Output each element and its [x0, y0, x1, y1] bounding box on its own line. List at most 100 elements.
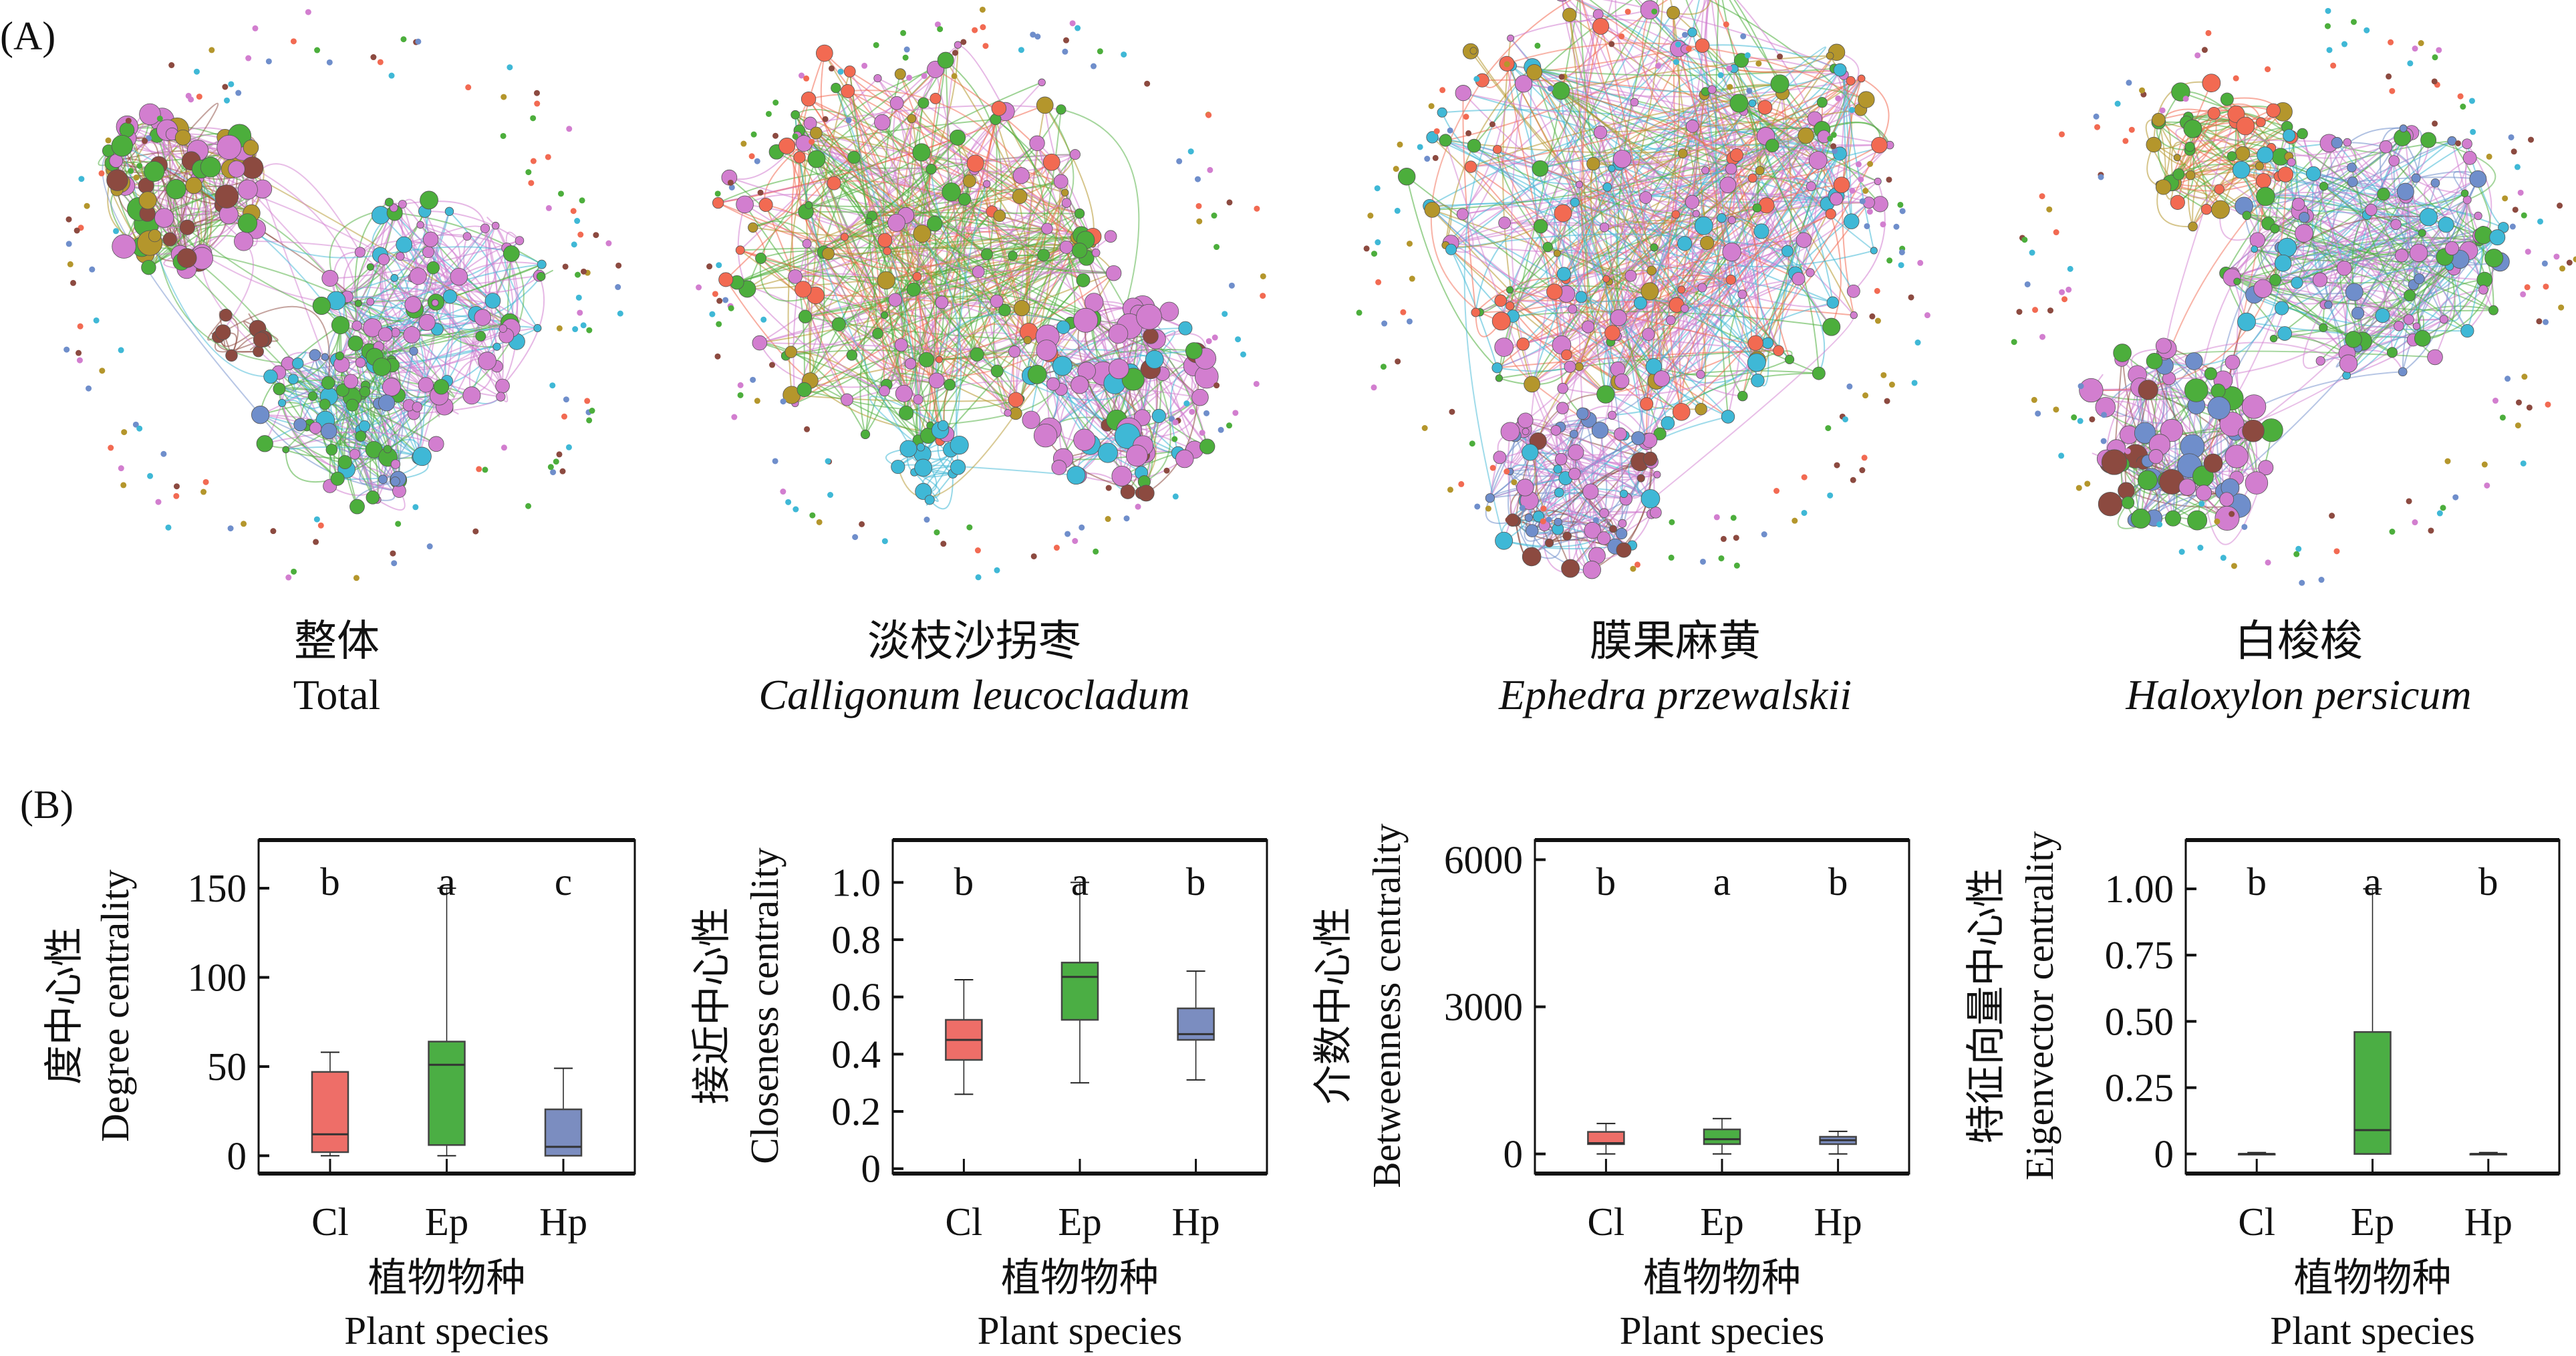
isolated-node — [1371, 384, 1377, 391]
network-node — [1634, 296, 1647, 310]
network-node — [1677, 236, 1693, 251]
isolated-node — [1505, 517, 1512, 523]
network-node — [899, 405, 914, 420]
isolated-node — [580, 322, 587, 329]
network-edge — [805, 211, 1114, 274]
network-edge — [1538, 433, 1621, 517]
network-node — [874, 114, 891, 131]
isolated-node — [1367, 213, 1374, 219]
network-node — [495, 378, 510, 394]
network-node — [877, 233, 893, 248]
isolated-node — [1030, 31, 1036, 38]
network-node — [351, 320, 362, 331]
network-node — [1120, 484, 1135, 499]
network-node — [1607, 410, 1617, 420]
network-node — [1672, 402, 1691, 421]
network-node — [292, 358, 304, 370]
network-graphs — [63, 0, 2576, 586]
network-node — [1816, 97, 1828, 108]
network-edge — [1853, 181, 1886, 292]
isolated-node — [2299, 579, 2305, 586]
isolated-node — [731, 414, 738, 420]
box-ep — [1703, 1128, 1741, 1145]
network-edge — [2322, 265, 2450, 328]
network-graph — [1356, 0, 1930, 579]
network-node — [433, 379, 450, 395]
network-node — [755, 252, 767, 264]
isolated-node — [1651, 8, 1658, 15]
network-node — [1108, 323, 1129, 344]
network-node — [950, 459, 966, 475]
network-node — [390, 274, 399, 282]
network-node — [1806, 268, 1815, 277]
isolated-node — [2318, 577, 2325, 583]
network-node — [2312, 272, 2328, 287]
isolated-node — [1859, 198, 1866, 205]
isolated-node — [1235, 336, 1242, 343]
significance-letter: b — [1186, 859, 1206, 904]
network-node — [1568, 304, 1578, 314]
network-node — [2233, 277, 2241, 285]
network-edge — [1450, 249, 1669, 424]
isolated-node — [837, 68, 844, 75]
network-edge — [1499, 366, 1571, 386]
network-node — [2414, 273, 2425, 285]
network-node — [1850, 311, 1858, 319]
network-edge — [2158, 119, 2264, 182]
network-node — [1557, 382, 1568, 394]
network-edge — [2170, 168, 2264, 184]
isolated-node — [1830, 143, 1837, 150]
network-node — [2275, 301, 2289, 315]
network-node — [371, 206, 390, 225]
network-node — [841, 393, 853, 406]
network-edge — [843, 237, 948, 435]
network-edge — [2319, 181, 2353, 280]
isolated-node — [2499, 414, 2506, 421]
isolated-node — [2508, 134, 2515, 140]
isolated-node — [1830, 132, 1837, 138]
isolated-node — [1447, 487, 1453, 493]
isolated-node — [142, 138, 148, 144]
isolated-node — [291, 568, 297, 575]
isolated-node — [2205, 29, 2212, 36]
significance-letter: b — [320, 859, 340, 904]
isolated-node — [921, 73, 927, 80]
network-node — [1833, 63, 1847, 77]
network-node — [2462, 138, 2472, 150]
isolated-node — [615, 284, 621, 291]
isolated-node — [2124, 448, 2131, 454]
network-edge — [930, 168, 1128, 437]
network-node — [2184, 378, 2208, 402]
network-edge — [804, 389, 1022, 412]
isolated-node — [200, 489, 207, 495]
boxplot-panel: 0 3000 6000 b Cl a Ep b Hp 植物物种 Plant species 介数中心性… — [1311, 823, 1910, 1353]
network-node — [1614, 373, 1630, 389]
x-axis-title-zh: 植物物种 — [1001, 1256, 1159, 1300]
network-edge — [2391, 160, 2468, 331]
network-node — [1645, 358, 1663, 375]
network-node — [1506, 286, 1514, 294]
network-node — [1008, 251, 1018, 261]
network-node — [958, 192, 972, 206]
isolated-node — [2126, 80, 2132, 86]
network-node — [396, 236, 413, 253]
network-node — [712, 196, 724, 209]
isolated-node — [748, 153, 755, 160]
network-node — [321, 269, 339, 287]
network-node — [1667, 6, 1681, 20]
network-edge — [2434, 200, 2468, 358]
network-node — [2251, 245, 2259, 253]
network-edge — [1497, 148, 1799, 280]
network-edge — [1004, 111, 1066, 194]
network-node — [1729, 148, 1743, 162]
network-edge — [1532, 66, 1840, 154]
network-node — [1747, 335, 1763, 351]
network-node — [935, 295, 949, 309]
isolated-node — [2094, 124, 2101, 130]
network-node — [2098, 491, 2123, 517]
network-node — [894, 338, 908, 352]
network-node — [1642, 451, 1658, 466]
network-node — [778, 137, 796, 154]
isolated-node — [93, 317, 100, 323]
network-edge — [2296, 186, 2325, 283]
